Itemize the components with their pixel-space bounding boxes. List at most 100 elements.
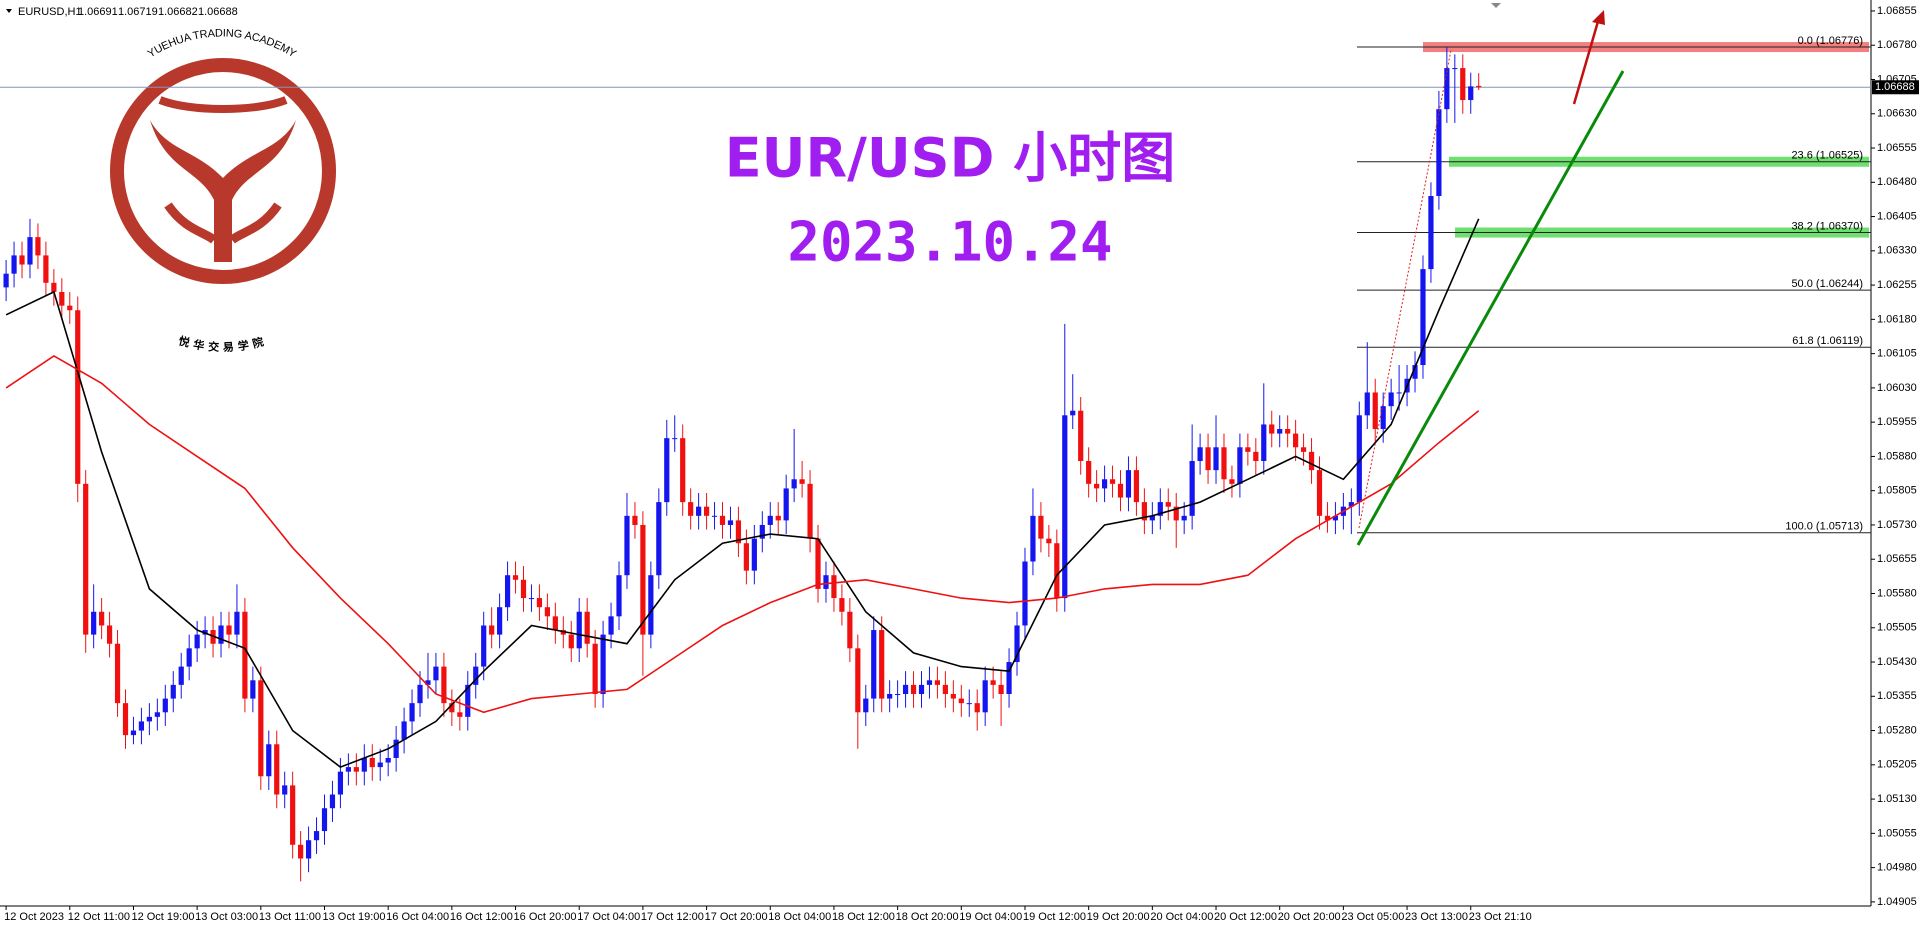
candle-body	[735, 520, 742, 544]
x-tick-label: 20 Oct 20:00	[1278, 911, 1341, 923]
candle-body	[807, 483, 813, 539]
logo-mark	[164, 202, 282, 244]
x-tick-label: 18 Oct 04:00	[768, 911, 831, 923]
scroll-marker	[1491, 3, 1501, 8]
x-tick-label: 20 Oct 04:00	[1150, 911, 1213, 923]
candle-body	[879, 630, 885, 699]
candle-body	[608, 616, 614, 635]
candle-body	[823, 575, 829, 589]
candle-body	[1372, 392, 1378, 430]
candle-body	[934, 680, 941, 685]
price-box-label: 1.06688	[1875, 81, 1915, 93]
candle-body	[910, 684, 917, 695]
candle-body	[75, 310, 81, 484]
x-tick-label: 17 Oct 20:00	[705, 911, 768, 923]
candle-body	[1396, 392, 1402, 394]
x-tick-label: 19 Oct 12:00	[1023, 911, 1086, 923]
candle-body	[1094, 483, 1100, 489]
y-tick-label: 1.05580	[1877, 587, 1917, 599]
y-tick-label: 1.05655	[1877, 553, 1917, 565]
candle-body	[1078, 410, 1084, 461]
candle-body	[1149, 515, 1155, 521]
candle-body	[1165, 502, 1171, 507]
candle-body	[242, 611, 248, 699]
x-tick-label: 12 Oct 2023	[4, 911, 64, 923]
candle-body	[282, 785, 288, 795]
candle-body	[1245, 447, 1251, 452]
y-tick-label: 1.05805	[1877, 485, 1917, 497]
fib-base-line	[1358, 49, 1452, 529]
candle-body	[1014, 625, 1020, 663]
candle-body	[688, 502, 694, 516]
candle-body	[1300, 447, 1307, 452]
candle-body	[114, 643, 121, 704]
y-tick-label: 1.06180	[1877, 313, 1917, 325]
y-tick-label: 1.04980	[1877, 862, 1917, 874]
candle-body	[106, 625, 113, 644]
y-tick-label: 1.06330	[1877, 245, 1917, 257]
candle-body	[481, 625, 487, 667]
candle-body	[305, 840, 312, 859]
y-tick-label: 1.04905	[1877, 896, 1917, 908]
x-tick-label: 20 Oct 12:00	[1214, 911, 1277, 923]
candle-body	[489, 625, 495, 635]
candle-body	[552, 616, 558, 631]
candle-body	[59, 291, 65, 306]
candle-body	[409, 703, 415, 722]
header-arrow	[6, 9, 12, 13]
candle-body	[982, 680, 988, 713]
candle-body	[234, 611, 240, 635]
candle-body	[345, 767, 351, 772]
chart-subtitle: 2023.10.24	[787, 211, 1112, 274]
candle-body	[298, 844, 304, 859]
candle-body	[449, 703, 455, 713]
candle-body	[926, 680, 933, 685]
candle-body	[67, 305, 73, 311]
y-tick-label: 1.05955	[1877, 416, 1917, 428]
candle-body	[218, 625, 224, 644]
candle-body	[942, 684, 948, 695]
y-tick-label: 1.06105	[1877, 348, 1917, 360]
candle-body	[138, 721, 145, 731]
candle-body	[1364, 392, 1370, 416]
candle-body	[974, 703, 980, 713]
candle-body	[361, 757, 367, 772]
candle-body	[592, 643, 598, 695]
candle-body	[520, 579, 527, 599]
candle-body	[990, 680, 996, 685]
candle-body	[871, 630, 877, 699]
candle-body	[51, 282, 57, 292]
x-tick-label: 12 Oct 19:00	[131, 911, 194, 923]
candle-body	[497, 607, 503, 635]
y-tick-label: 1.05505	[1877, 622, 1917, 634]
candle-body	[401, 721, 407, 740]
candle-body	[122, 703, 129, 736]
candle-body	[377, 762, 383, 768]
x-tick-label: 13 Oct 19:00	[323, 911, 386, 923]
candle-body	[329, 794, 336, 809]
x-tick-label: 18 Oct 12:00	[832, 911, 895, 923]
candle-body	[1030, 515, 1036, 562]
candle-body	[727, 520, 734, 525]
moving-average	[5, 354, 1480, 714]
candle-body	[1428, 196, 1434, 270]
candle-body	[664, 438, 670, 503]
candle-body	[1141, 502, 1147, 521]
candle-body	[19, 255, 25, 265]
candle-body	[696, 506, 702, 516]
candle-body	[648, 575, 654, 635]
candle-body	[1316, 470, 1323, 516]
header-low: 1.06682	[158, 6, 198, 18]
x-tick-label: 23 Oct 21:10	[1469, 911, 1532, 923]
y-tick-label: 1.06780	[1877, 39, 1917, 51]
y-tick-label: 1.05730	[1877, 519, 1917, 531]
candle-body	[465, 684, 471, 717]
candle-body	[512, 575, 519, 580]
candle-body	[290, 785, 296, 845]
candle-body	[178, 666, 184, 685]
candle-body	[799, 479, 805, 484]
candle-body	[1269, 424, 1275, 434]
candle-body	[600, 634, 606, 695]
candle-body	[847, 611, 853, 649]
candle-body	[504, 575, 511, 608]
